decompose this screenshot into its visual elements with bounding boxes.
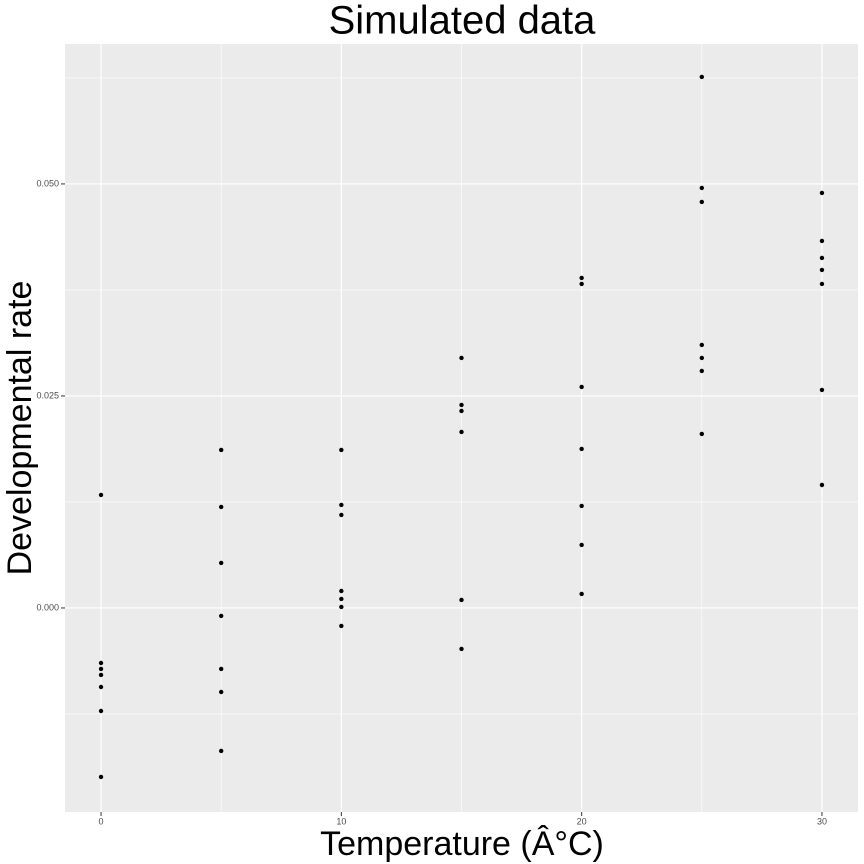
point <box>579 275 584 281</box>
point <box>579 446 584 452</box>
chart-title: Simulated data <box>329 0 597 43</box>
point <box>459 429 464 435</box>
y-tick-label: 0.025 <box>36 390 59 400</box>
point <box>459 597 464 603</box>
point <box>699 355 705 361</box>
point <box>339 588 344 594</box>
x-tick-label: 30 <box>817 816 827 826</box>
x-tick-label: 10 <box>336 816 346 826</box>
y-axis-label: Developmental rate <box>1 281 39 576</box>
point <box>699 368 705 374</box>
point <box>819 267 825 273</box>
point <box>699 199 705 205</box>
point <box>819 482 825 488</box>
point <box>579 542 584 548</box>
point <box>218 748 224 754</box>
point <box>339 502 344 508</box>
point <box>98 660 104 666</box>
point <box>459 402 464 408</box>
point <box>579 384 584 390</box>
point <box>699 431 705 437</box>
point <box>459 408 464 414</box>
y-tick-label: 0.000 <box>36 602 59 612</box>
point <box>218 504 224 510</box>
point <box>218 447 224 453</box>
point <box>699 342 705 348</box>
point <box>339 596 344 602</box>
point <box>819 190 825 196</box>
point <box>218 689 224 695</box>
point <box>98 684 104 690</box>
point <box>579 503 584 509</box>
point <box>98 492 104 498</box>
point <box>339 604 344 610</box>
x-axis-label: Temperature (Â°C) <box>320 825 604 863</box>
point <box>98 774 104 780</box>
point <box>339 512 344 518</box>
point <box>98 708 104 714</box>
x-tick-label: 0 <box>99 816 104 826</box>
point <box>339 447 344 453</box>
point <box>218 666 224 672</box>
point <box>98 666 104 672</box>
point <box>218 613 224 619</box>
point <box>459 646 464 652</box>
x-tick-label: 20 <box>577 816 587 826</box>
point <box>819 238 825 244</box>
point <box>819 387 825 393</box>
point <box>579 591 584 597</box>
point <box>98 672 104 678</box>
point <box>459 355 464 361</box>
point <box>819 281 825 287</box>
point <box>819 255 825 261</box>
point <box>699 185 705 191</box>
point <box>579 281 584 287</box>
y-tick-label: 0.050 <box>36 178 59 188</box>
point <box>218 560 224 566</box>
point <box>339 623 344 629</box>
point <box>699 74 705 80</box>
